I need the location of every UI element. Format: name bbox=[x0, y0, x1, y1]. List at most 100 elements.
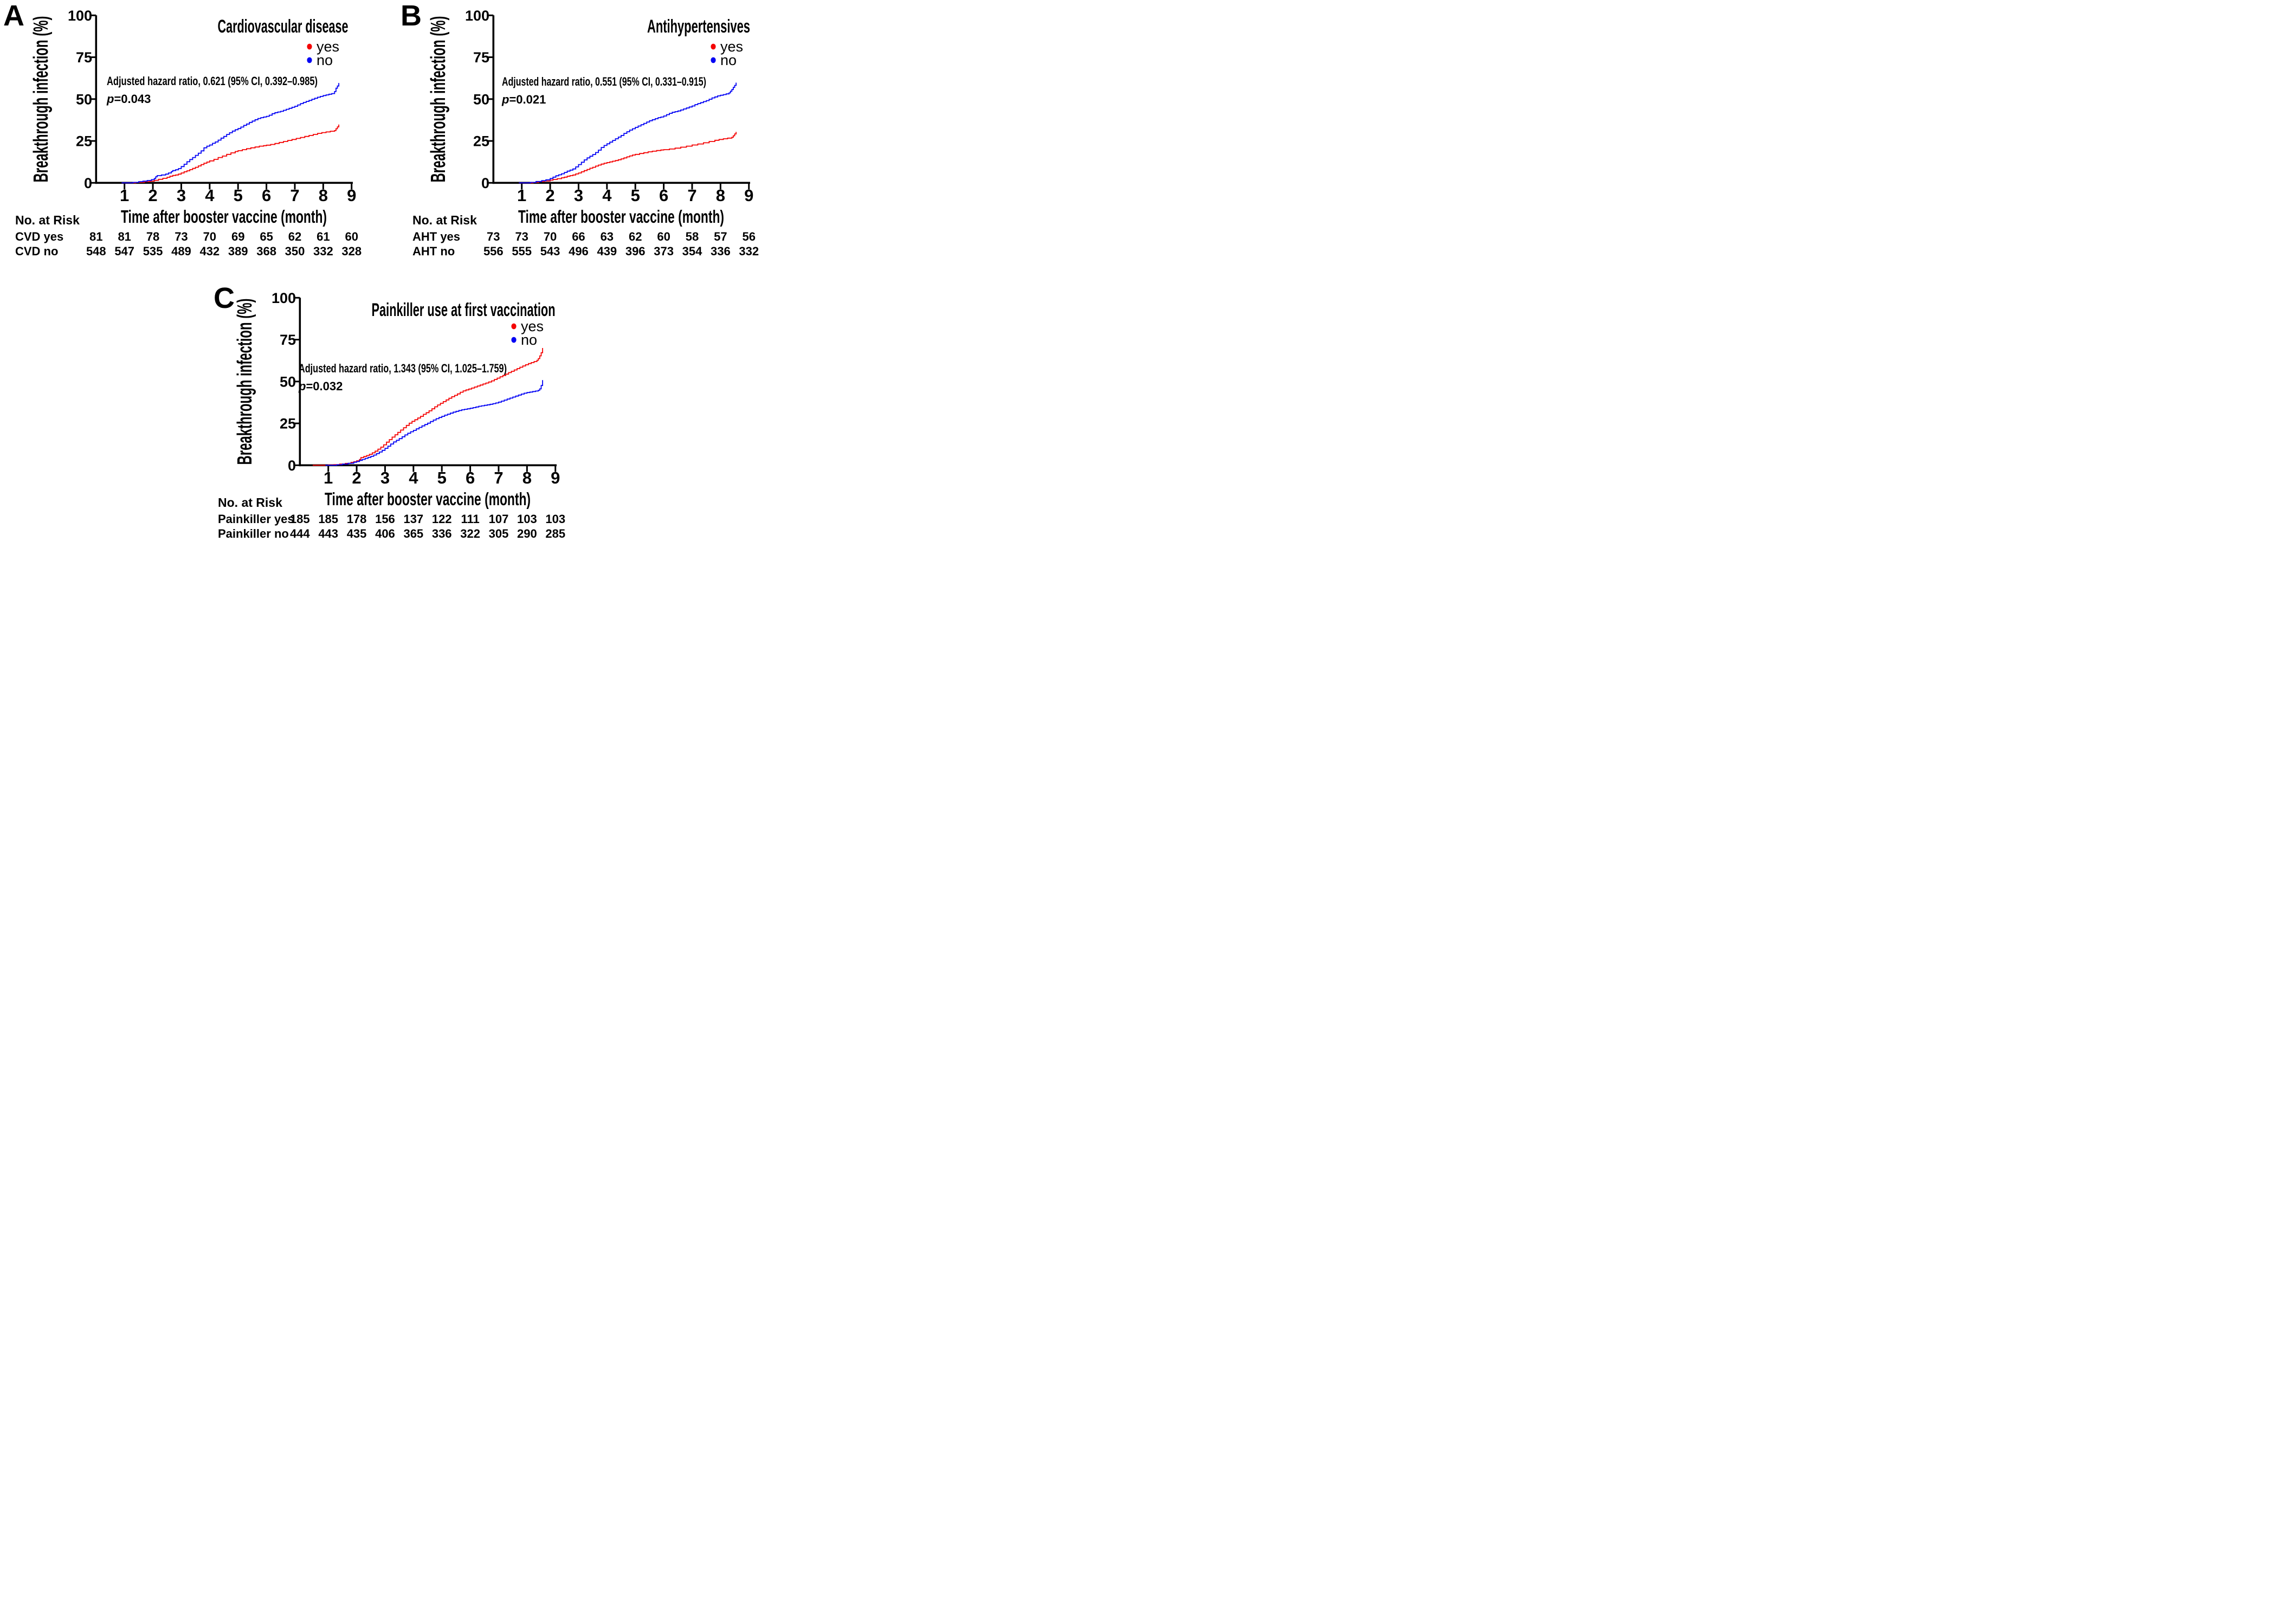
risk-row-label: CVD no bbox=[15, 244, 58, 258]
panel-b: B 0 25 50 75 100 1 2 3 4 5 6 7 8 9 Breakthrough infecti… bbox=[397, 0, 762, 259]
risk-value: 439 bbox=[597, 244, 617, 258]
risk-value: 336 bbox=[711, 244, 731, 258]
risk-value: 107 bbox=[489, 512, 509, 526]
risk-value: 543 bbox=[540, 244, 560, 258]
risk-value: 350 bbox=[285, 244, 305, 258]
km-curve-yes bbox=[312, 348, 543, 466]
x-tick-label: 2 bbox=[352, 468, 361, 487]
risk-value: 443 bbox=[318, 527, 338, 540]
risk-table-header: No. at Risk bbox=[412, 213, 477, 227]
x-tick-label: 4 bbox=[602, 186, 612, 205]
y-tick-label: 50 bbox=[280, 373, 296, 390]
x-tick-label: 8 bbox=[716, 186, 725, 205]
risk-value: 111 bbox=[461, 512, 479, 526]
risk-value: 305 bbox=[489, 527, 509, 540]
y-tick-label: 100 bbox=[272, 290, 296, 306]
x-tick-label: 9 bbox=[347, 186, 356, 205]
km-chart-painkiller-use: C 0 25 50 75 100 1 2 3 4 5 6 7 8 9 Breakthrough infecti… bbox=[214, 282, 565, 540]
risk-row-label: AHT yes bbox=[412, 230, 460, 243]
x-tick-label: 6 bbox=[262, 186, 271, 205]
risk-value: 73 bbox=[487, 230, 500, 243]
y-tick-label: 75 bbox=[473, 49, 489, 66]
y-tick-label: 50 bbox=[76, 91, 92, 107]
p-rest: =0.032 bbox=[306, 379, 343, 393]
y-axis-title: Breakthrough infection (%) bbox=[30, 16, 53, 183]
risk-value: 332 bbox=[739, 244, 759, 258]
risk-value: 73 bbox=[515, 230, 528, 243]
risk-value: 432 bbox=[199, 244, 220, 258]
p-italic: p bbox=[298, 379, 306, 393]
km-curve-no bbox=[121, 83, 339, 184]
km-curve-yes bbox=[121, 124, 339, 184]
risk-value: 354 bbox=[682, 244, 702, 258]
legend-label-no: no bbox=[317, 52, 333, 68]
risk-value: 373 bbox=[654, 244, 674, 258]
x-tick-label: 9 bbox=[744, 186, 753, 205]
risk-value: 66 bbox=[572, 230, 585, 243]
risk-value: 290 bbox=[517, 527, 537, 540]
risk-value: 489 bbox=[171, 244, 191, 258]
p-italic: p bbox=[501, 93, 509, 106]
risk-value: 406 bbox=[375, 527, 395, 540]
risk-row-label: CVD yes bbox=[15, 230, 63, 243]
legend-dot-yes bbox=[511, 323, 517, 330]
x-tick-label: 7 bbox=[494, 468, 503, 487]
plot-title: Cardiovascular disease bbox=[218, 16, 349, 37]
risk-value: 62 bbox=[288, 230, 301, 243]
risk-value: 178 bbox=[347, 512, 367, 526]
x-tick-label: 5 bbox=[234, 186, 243, 205]
x-axis-title: Time after booster vaccine (month) bbox=[325, 489, 531, 509]
x-tick-label: 6 bbox=[659, 186, 668, 205]
risk-value: 60 bbox=[657, 230, 670, 243]
hazard-ratio-annotation: Adjusted hazard ratio, 0.551 (95% CI, 0.… bbox=[502, 75, 706, 88]
x-tick-label: 7 bbox=[290, 186, 299, 205]
risk-value: 389 bbox=[228, 244, 248, 258]
km-curve-no bbox=[325, 380, 543, 466]
risk-value: 185 bbox=[318, 512, 338, 526]
x-tick-label: 3 bbox=[380, 468, 390, 487]
x-axis-title: Time after booster vaccine (month) bbox=[121, 207, 327, 227]
risk-value: 322 bbox=[460, 527, 480, 540]
panel-c: C 0 25 50 75 100 1 2 3 4 5 6 7 8 9 Breakthrough infecti… bbox=[204, 282, 568, 542]
risk-value: 70 bbox=[544, 230, 557, 243]
risk-value: 103 bbox=[545, 512, 565, 526]
x-tick-label: 7 bbox=[687, 186, 696, 205]
risk-value: 444 bbox=[290, 527, 310, 540]
figure-page: A 0 25 50 75 100 1 2 3 4 5 6 7 8 9 Breakthrough infecti… bbox=[0, 0, 762, 542]
plot-title: Antihypertensives bbox=[647, 16, 750, 37]
legend-label-yes: yes bbox=[521, 318, 544, 334]
legend-label-yes: yes bbox=[317, 38, 339, 55]
x-tick-label: 9 bbox=[551, 468, 560, 487]
legend-dot-yes bbox=[307, 43, 312, 50]
risk-row-label: AHT no bbox=[412, 244, 455, 258]
km-curve-yes bbox=[519, 132, 737, 184]
risk-row-label: Painkiller yes bbox=[218, 512, 294, 526]
risk-value: 63 bbox=[601, 230, 614, 243]
y-tick-label: 0 bbox=[481, 175, 489, 191]
panel-letter: C bbox=[214, 282, 235, 314]
risk-value: 73 bbox=[175, 230, 188, 243]
hazard-ratio-annotation: Adjusted hazard ratio, 1.343 (95% CI, 1.… bbox=[299, 362, 507, 375]
x-tick-label: 1 bbox=[324, 468, 333, 487]
risk-value: 535 bbox=[143, 244, 163, 258]
y-tick-label: 25 bbox=[76, 133, 92, 150]
risk-value: 69 bbox=[231, 230, 244, 243]
legend-dot-no bbox=[511, 337, 517, 343]
risk-value: 556 bbox=[483, 244, 504, 258]
legend-label-no: no bbox=[521, 332, 537, 348]
risk-value: 396 bbox=[625, 244, 646, 258]
risk-value: 137 bbox=[403, 512, 423, 526]
risk-value: 60 bbox=[345, 230, 358, 243]
p-value-annotation: p=0.032 bbox=[298, 379, 343, 393]
x-tick-label: 3 bbox=[177, 186, 186, 205]
risk-row-label: Painkiller no bbox=[218, 527, 289, 540]
panel-a: A 0 25 50 75 100 1 2 3 4 5 6 7 8 9 Breakthrough infecti… bbox=[0, 0, 364, 259]
risk-value: 336 bbox=[432, 527, 452, 540]
risk-value: 548 bbox=[86, 244, 106, 258]
legend-dot-no bbox=[307, 57, 312, 63]
risk-value: 368 bbox=[256, 244, 276, 258]
x-tick-label: 3 bbox=[574, 186, 583, 205]
risk-value: 103 bbox=[517, 512, 537, 526]
risk-value: 555 bbox=[512, 244, 532, 258]
